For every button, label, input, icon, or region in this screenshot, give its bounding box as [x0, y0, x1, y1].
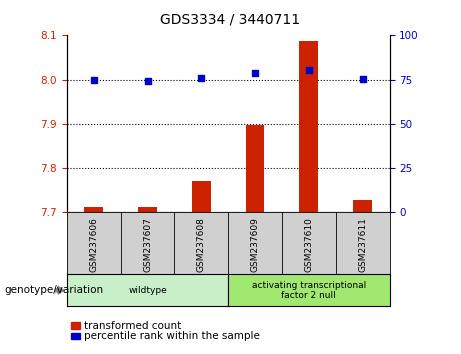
Bar — [84, 207, 103, 212]
Bar — [300, 41, 318, 212]
Bar — [192, 181, 211, 212]
Point — [305, 67, 313, 73]
Text: GSM237610: GSM237610 — [304, 217, 313, 272]
Text: GSM237609: GSM237609 — [251, 217, 260, 272]
Point — [251, 70, 259, 76]
Bar — [353, 200, 372, 212]
Bar — [246, 125, 265, 212]
Text: GSM237606: GSM237606 — [89, 217, 98, 272]
Text: wildtype: wildtype — [128, 286, 167, 295]
Text: activating transcriptional
factor 2 null: activating transcriptional factor 2 null — [252, 281, 366, 300]
Text: GDS3334 / 3440711: GDS3334 / 3440711 — [160, 12, 301, 27]
Point — [90, 77, 97, 82]
Text: transformed count: transformed count — [84, 321, 182, 331]
Text: GSM237608: GSM237608 — [197, 217, 206, 272]
Point — [198, 75, 205, 81]
Point — [359, 76, 366, 81]
Text: GSM237607: GSM237607 — [143, 217, 152, 272]
Point — [144, 78, 151, 83]
Bar — [138, 207, 157, 212]
Text: percentile rank within the sample: percentile rank within the sample — [84, 331, 260, 341]
Text: GSM237611: GSM237611 — [358, 217, 367, 272]
Text: genotype/variation: genotype/variation — [5, 285, 104, 295]
